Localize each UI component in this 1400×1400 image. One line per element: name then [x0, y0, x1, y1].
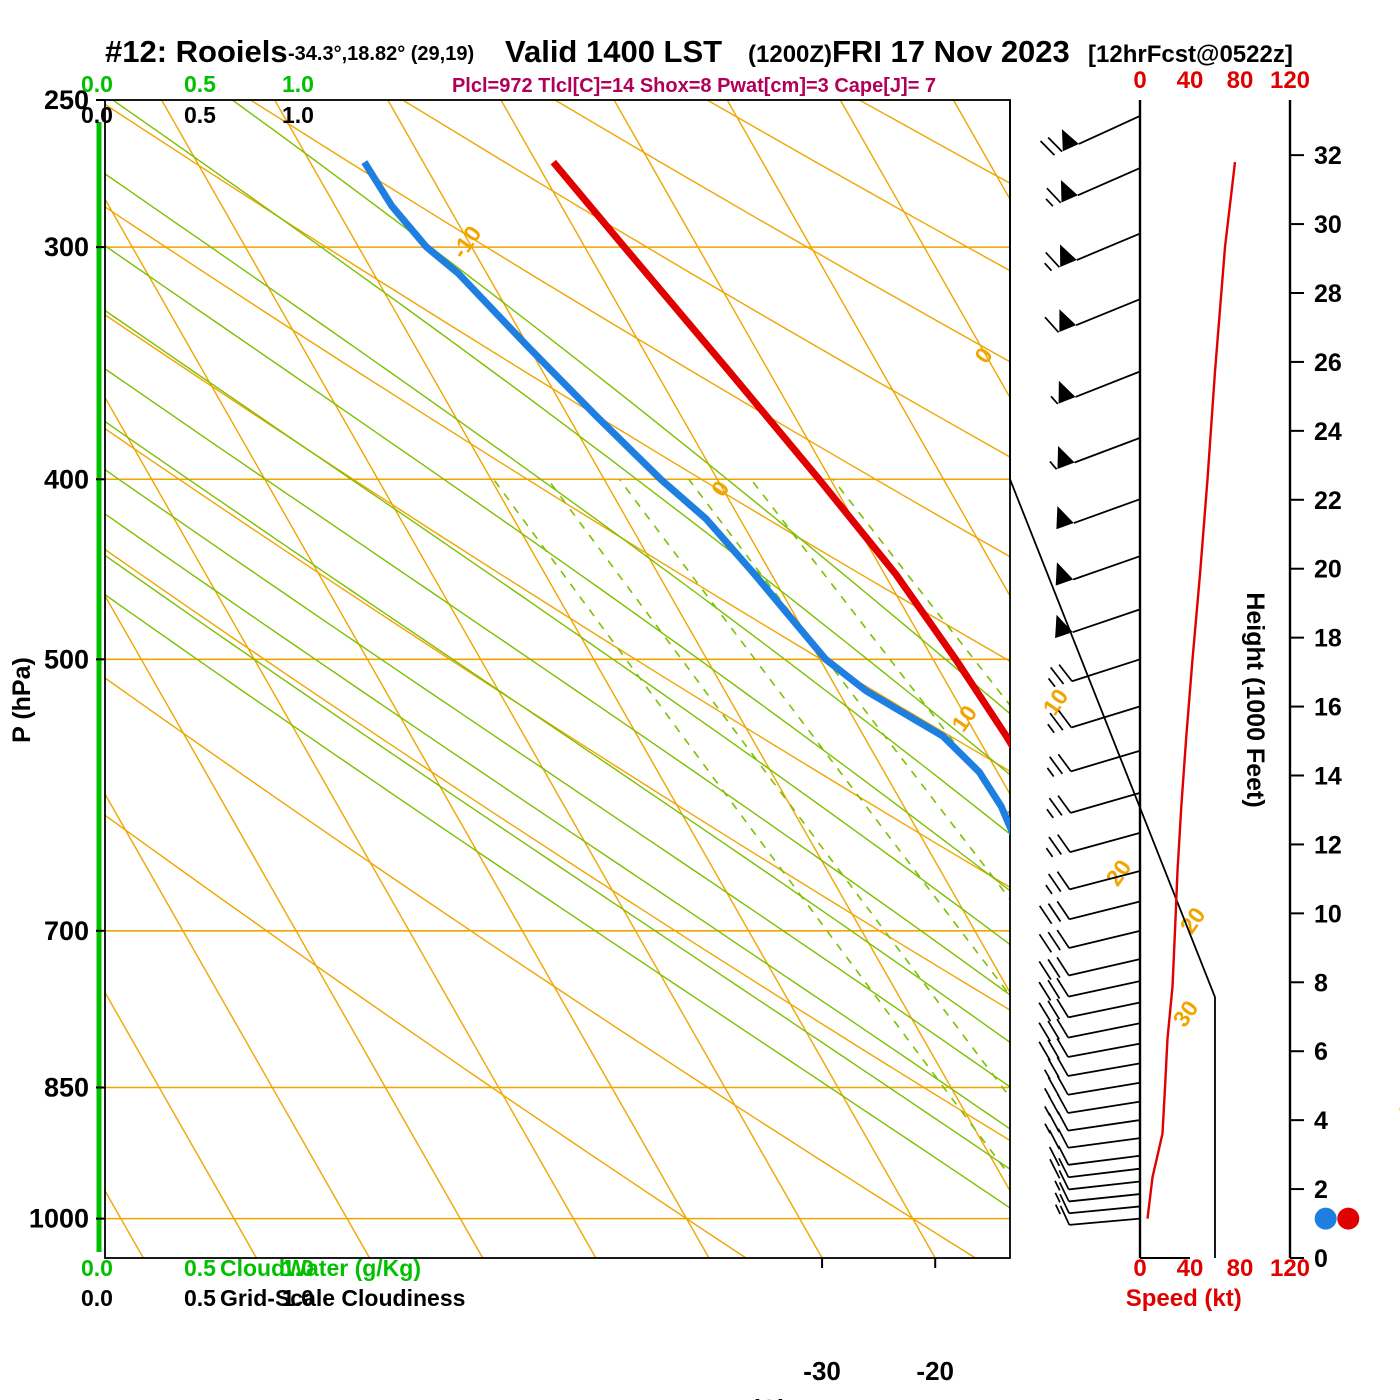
height-tick-label: 28 — [1314, 280, 1342, 308]
height-tick-label: 10 — [1314, 900, 1342, 928]
isotherm-label: -10 — [446, 221, 486, 263]
temperature-surface-dot — [1337, 1207, 1360, 1230]
temperature-trace — [550, 159, 1010, 749]
isotherm-label: 30 — [1393, 1087, 1400, 1123]
forecast-info: [12hrFcst@0522z] — [1088, 41, 1293, 68]
height-tick-label: 14 — [1314, 763, 1342, 791]
cloudwater-tick-top: 1.0 — [282, 71, 314, 97]
height-tick-label: 30 — [1314, 211, 1342, 239]
valid-date: FRI 17 Nov 2023 — [832, 34, 1070, 69]
dewpoint-trace — [361, 160, 1010, 836]
cloudwater-tick-bottom: 0.5 — [184, 1255, 216, 1281]
temperature-tick-label: -30 — [803, 1356, 841, 1386]
height-tick-label: 22 — [1314, 487, 1342, 515]
wind-barbs — [1038, 115, 1141, 1226]
station-coords: -34.3°,18.82° (29,19) — [288, 43, 474, 65]
plot-frame — [104, 99, 1011, 1259]
temperature-tick-label: -20 — [916, 1356, 954, 1386]
height-tick-label: 8 — [1314, 969, 1328, 997]
speed-tick-top: 120 — [1270, 67, 1310, 94]
height-tick-label: 4 — [1314, 1107, 1328, 1135]
cloudwater-axis-label: CloudWater (g/Kg) — [220, 1255, 421, 1281]
pressure-tick-label: 700 — [44, 916, 89, 946]
cloudwater-tick-bottom: 0.0 — [81, 1255, 113, 1281]
height-tick-label: 12 — [1314, 831, 1342, 859]
height-tick-label: 32 — [1314, 142, 1342, 170]
height-tick-label: 16 — [1314, 694, 1342, 722]
cloudiness-tick-bottom: 1.0 — [282, 1285, 314, 1311]
speed-profile — [1146, 161, 1237, 1219]
height-tick-label: 20 — [1314, 556, 1342, 584]
cloudiness-tick-bottom: 0.5 — [184, 1285, 216, 1311]
temperature-axis-label: Temperature (C) — [588, 1394, 787, 1400]
height-axis-label: Height (1000 Feet) — [1241, 592, 1269, 807]
height-tick-label: 18 — [1314, 625, 1342, 653]
height-tick-label: 0 — [1314, 1245, 1328, 1273]
speed-tick-bottom: 0 — [1133, 1255, 1146, 1282]
height-tick-label: 2 — [1314, 1176, 1328, 1204]
height-tick-label: 24 — [1314, 418, 1342, 446]
height-tick-label: 26 — [1314, 349, 1342, 377]
adiabat-label: 30 — [1167, 996, 1203, 1032]
pressure-tick-label: 850 — [44, 1072, 89, 1102]
speed-tick-bottom: 40 — [1177, 1255, 1204, 1282]
cloudwater-tick-top: 0.5 — [184, 71, 216, 97]
pressure-tick-label: 1000 — [29, 1204, 89, 1234]
cloudiness-tick-bottom: 0.0 — [81, 1285, 113, 1311]
valid-time: Valid 1400 LST — [505, 34, 722, 69]
station-title: #12: Rooiels — [105, 34, 288, 69]
pressure-tick-label: 500 — [44, 644, 89, 674]
grid-layer — [105, 100, 1010, 1258]
sounding-params: Plcl=972 Tlcl[C]=14 Shox=8 Pwat[cm]=3 Ca… — [452, 75, 936, 97]
speed-tick-top: 80 — [1227, 67, 1254, 94]
speed-axis-label: Speed (kt) — [1126, 1285, 1242, 1312]
cloudwater-tick-top: 0.0 — [81, 71, 113, 97]
pressure-tick-label: 400 — [44, 464, 89, 494]
speed-tick-bottom: 80 — [1227, 1255, 1254, 1282]
pressure-axis-label: P (hPa) — [8, 657, 36, 743]
valid-utc: (1200Z) — [748, 41, 832, 68]
cloudiness-axis-label: Grid-Scale Cloudiness — [220, 1285, 465, 1311]
cloudiness-tick-top: 0.5 — [184, 102, 216, 128]
isotherm-label: 10 — [946, 700, 982, 736]
adiabat-label: 10 — [1037, 684, 1073, 720]
speed-tick-top: 40 — [1177, 67, 1204, 94]
cloudiness-tick-top: 0.0 — [81, 102, 113, 128]
speed-tick-bottom: 120 — [1270, 1255, 1310, 1282]
cloudwater-tick-bottom: 1.0 — [282, 1255, 314, 1281]
pressure-tick-label: 300 — [44, 232, 89, 262]
speed-tick-top: 0 — [1133, 67, 1146, 94]
pressure-tick-label: 250 — [44, 85, 89, 115]
height-tick-label: 6 — [1314, 1038, 1328, 1066]
wind-panel-boundary — [1009, 100, 1216, 1258]
dewpoint-surface-dot — [1314, 1207, 1337, 1230]
cloudiness-tick-top: 1.0 — [282, 102, 314, 128]
